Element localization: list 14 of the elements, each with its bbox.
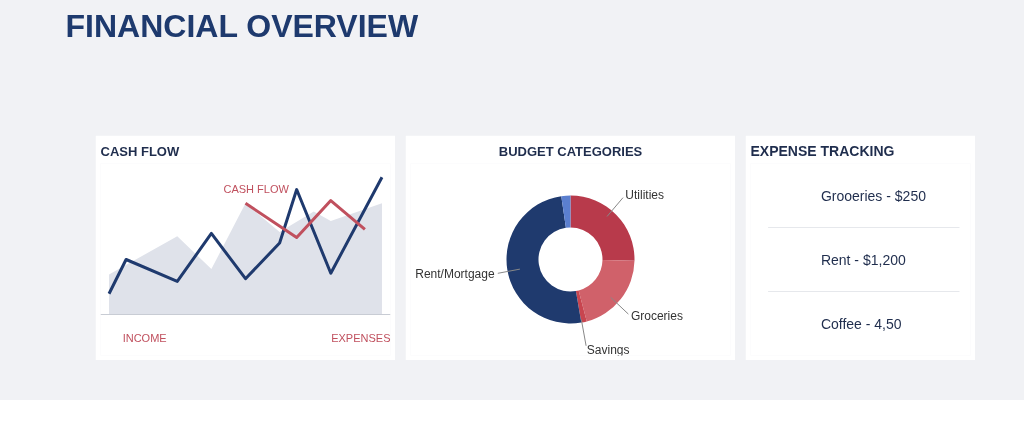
text: Grooeries - $250 bbox=[820, 187, 927, 204]
text: INCOME bbox=[122, 331, 167, 344]
series-label: CASH FLOW bbox=[223, 183, 290, 196]
slice-label: Rent/Mortgage bbox=[415, 266, 495, 281]
slice-label: Savings bbox=[586, 342, 630, 357]
text: Rent - $1,200 bbox=[820, 251, 906, 268]
text: Coffee - 4,50 bbox=[820, 315, 902, 332]
chart-title: CASH FLOW bbox=[100, 143, 180, 159]
chart-title: BUDGET CATEGORIES bbox=[498, 143, 643, 159]
text: EXPENSES bbox=[331, 331, 391, 344]
slice-label: Utilities bbox=[625, 187, 664, 202]
text: EXPENSE TRACKING bbox=[750, 142, 895, 159]
slice-label: Groceries bbox=[630, 309, 683, 324]
text: FINANCIAL OVERVIEW bbox=[65, 7, 419, 44]
